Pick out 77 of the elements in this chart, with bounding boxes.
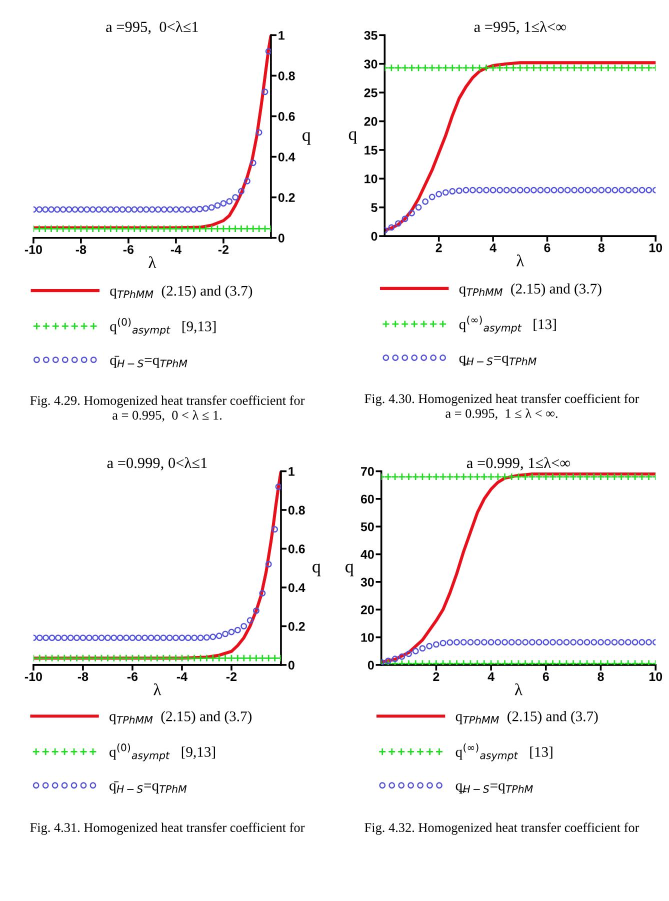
x-axis-title: λ: [516, 254, 524, 266]
x-tick-label: 4: [490, 243, 496, 252]
y-tick-label: 70: [361, 467, 374, 476]
y-tick-label: 0.4: [288, 583, 306, 592]
y-tick-label: 35: [364, 30, 378, 40]
x-axis-title: λ: [148, 256, 156, 268]
caption: Fig. 4.29. Homogenized heat transfer coefficient for a = 0.995, 0 < λ ≤ 1.: [30, 396, 305, 422]
x-axis-title: λ: [514, 683, 522, 696]
y-tick-label: 0: [368, 660, 374, 670]
y-tick-label: 25: [364, 88, 378, 98]
y-tick-label: 0.2: [288, 622, 305, 631]
y-axis-title: q: [348, 131, 357, 144]
legend-label: q̄$_{H−S}$=q$_{TPhM}$: [110, 781, 187, 794]
y-tick-label: 0.2: [278, 193, 295, 202]
x-tick-label: -4: [170, 245, 182, 254]
caption: Fig. 4.32. Homogenized heat transfer coefficient for: [364, 822, 640, 835]
x-tick-label: -4: [176, 672, 188, 681]
y-tick-label: 0.4: [278, 152, 296, 162]
y-tick-label: 1: [278, 31, 284, 40]
x-tick-label: 2: [436, 243, 442, 252]
y-tick-label: 5: [371, 203, 378, 212]
y-tick-label: 60: [360, 494, 374, 504]
y-tick-label: 0.8: [278, 71, 295, 80]
legend-label: q̲$_{H−S}$=q$_{TPhM}$: [456, 783, 533, 794]
y-tick-label: 30: [364, 60, 378, 69]
chart-title: a =995, 0<λ≤1: [106, 21, 198, 34]
y-tick-label: 10: [364, 174, 378, 184]
x-tick-label: 2: [433, 672, 440, 681]
x-tick-label: -2: [226, 672, 237, 681]
x-tick-label: 10: [649, 243, 662, 252]
legend-label: q$_{TPhMM}$ (2.15) and (3.7): [459, 283, 602, 297]
caption: Fig. 4.31. Homogenized heat transfer coefficient for: [30, 822, 305, 835]
y-tick-label: 10: [361, 633, 374, 642]
x-tick-label: 8: [598, 672, 604, 682]
legend-label: q$^{(∞)}$$_{asympt}$ [13]: [459, 316, 556, 334]
x-tick-label: -6: [127, 672, 138, 682]
legend-label: q$_{TPhMM}$ (2.15) and (3.7): [456, 710, 598, 724]
y-axis-title: q: [346, 564, 354, 576]
x-tick-label: -10: [24, 245, 42, 254]
y-tick-label: 0.6: [278, 112, 295, 121]
legend-label: q̄$_{H−S}$=q$_{TPhM}$: [110, 356, 188, 368]
x-tick-label: 8: [598, 243, 605, 252]
x-axis-title: λ: [154, 683, 162, 696]
y-axis-title: q: [312, 564, 321, 576]
legend-label: q$^{(0)}$$_{asympt}$ [9,13]: [110, 318, 216, 336]
y-tick-label: 1: [288, 467, 295, 476]
y-tick-label: 20: [364, 117, 378, 126]
chart-title: a =0.999, 1≤λ<∞: [466, 457, 570, 470]
x-tick-label: 10: [649, 672, 662, 682]
y-tick-label: 20: [360, 605, 374, 614]
y-tick-label: 0: [288, 660, 294, 670]
chart-title: a =0.999, 0<λ≤1: [107, 457, 207, 470]
x-tick-label: -10: [24, 672, 42, 682]
line-series: [384, 61, 656, 232]
y-tick-label: 0.6: [288, 544, 305, 554]
chart-title: a =995, 1≤λ<∞: [474, 21, 566, 34]
legend-label: q̲$_{H−S}$=q$_{TPhM}$: [459, 356, 536, 366]
x-tick-label: -8: [78, 672, 88, 682]
caption: Fig. 4.30. Homogenized heat transfer coefficient for a = 0.995, 1 ≤ λ < ∞.: [364, 394, 640, 420]
y-tick-label: 15: [364, 146, 378, 155]
y-tick-label: 50: [360, 522, 374, 532]
y-axis-title: q: [302, 132, 311, 145]
legend-label: q$^{(0)}$$_{asympt}$ [9,13]: [110, 743, 215, 762]
legend-label: q$_{TPhMM}$ (2.15) and (3.7): [110, 285, 252, 299]
x-tick-label: -2: [218, 245, 229, 254]
x-tick-label: -6: [123, 245, 134, 254]
y-tick-label: 30: [360, 578, 374, 587]
y-tick-label: 0: [278, 234, 284, 243]
x-tick-label: 4: [488, 672, 494, 681]
legend-label: q$_{TPhMM}$ (2.15) and (3.7): [110, 710, 252, 724]
legend-label: q$^{(∞)}$$_{asympt}$ [13]: [456, 743, 552, 762]
x-tick-label: -8: [76, 245, 86, 254]
y-tick-label: 0.8: [288, 506, 305, 515]
y-tick-label: 40: [360, 550, 374, 559]
x-tick-label: 6: [544, 243, 550, 252]
x-tick-label: 6: [542, 672, 549, 682]
y-tick-label: 0: [371, 232, 378, 241]
